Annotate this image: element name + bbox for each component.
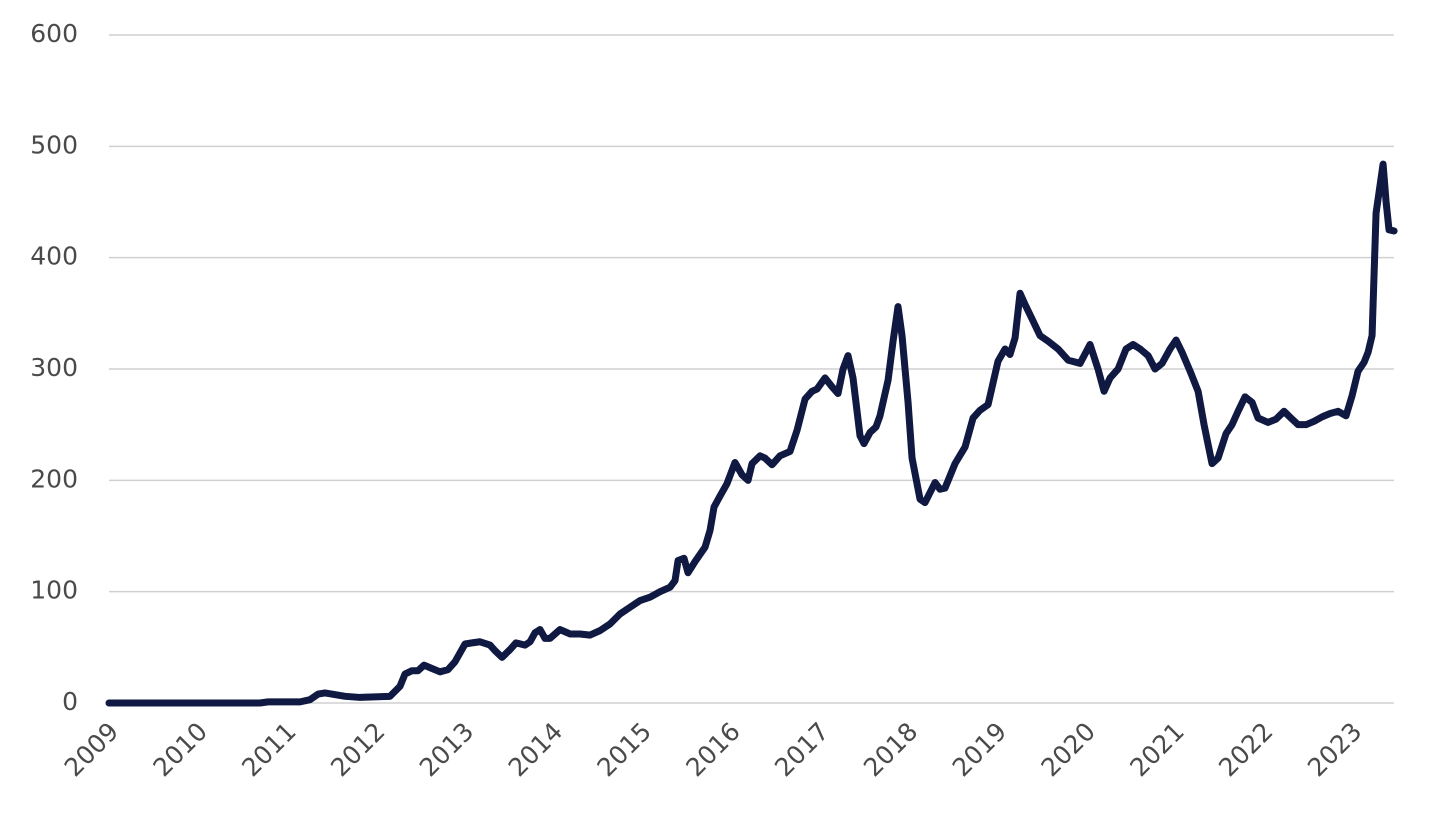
x-tick-label: 2014 xyxy=(503,717,568,782)
x-tick-label: 2009 xyxy=(59,717,124,782)
x-tick-label: 2015 xyxy=(592,717,657,782)
y-tick-label: 100 xyxy=(30,576,78,605)
x-tick-label: 2018 xyxy=(858,717,923,782)
x-tick-label: 2020 xyxy=(1036,717,1101,782)
x-tick-label: 2013 xyxy=(414,717,479,782)
y-tick-label: 500 xyxy=(30,130,78,159)
x-tick-label: 2010 xyxy=(148,717,213,782)
x-tick-label: 2021 xyxy=(1124,717,1189,782)
y-tick-label: 400 xyxy=(30,242,78,271)
x-tick-label: 2016 xyxy=(680,717,745,782)
data-line xyxy=(105,160,1398,707)
x-tick-label: 2017 xyxy=(769,717,834,782)
y-tick-label: 200 xyxy=(30,464,78,493)
x-tick-label: 2012 xyxy=(325,717,390,782)
x-tick-label: 2023 xyxy=(1302,717,1367,782)
y-tick-label: 300 xyxy=(30,353,78,382)
x-tick-label: 2011 xyxy=(236,717,301,782)
x-tick-label: 2022 xyxy=(1213,717,1278,782)
x-tick-label: 2019 xyxy=(947,717,1012,782)
y-tick-label: 600 xyxy=(30,19,78,48)
y-tick-label: 0 xyxy=(62,687,78,716)
